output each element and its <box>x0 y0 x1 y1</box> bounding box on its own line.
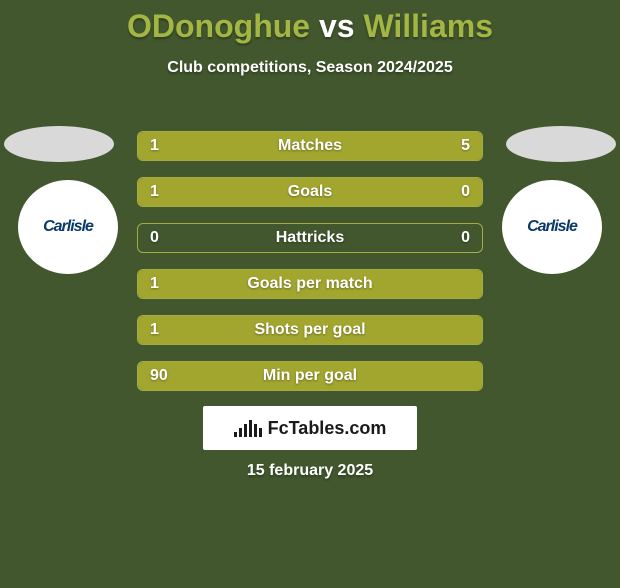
comparison-bars: 15Matches 10Goals 00Hattricks 1Goals per ma… <box>137 131 483 407</box>
stat-row: 15Matches <box>137 131 483 161</box>
brand-bars-icon <box>234 419 262 437</box>
stat-label: Hattricks <box>138 224 482 252</box>
stat-row: 1Goals per match <box>137 269 483 299</box>
stat-row: 90Min per goal <box>137 361 483 391</box>
club-badge-left-text: Carlisle <box>43 218 93 236</box>
stat-label: Goals per match <box>138 270 482 298</box>
stat-label: Min per goal <box>138 362 482 390</box>
footer-date: 15 february 2025 <box>0 462 620 480</box>
stat-row: 10Goals <box>137 177 483 207</box>
flag-left <box>4 126 114 162</box>
vs-text: vs <box>319 8 355 44</box>
stat-label: Matches <box>138 132 482 160</box>
club-badge-right-text: Carlisle <box>527 218 577 236</box>
stat-label: Shots per goal <box>138 316 482 344</box>
brand-text: FcTables.com <box>268 418 387 439</box>
stat-row: 1Shots per goal <box>137 315 483 345</box>
player1-name: ODonoghue <box>127 8 310 44</box>
club-badge-left: Carlisle <box>18 180 118 274</box>
comparison-title: ODonoghue vs Williams <box>0 8 620 45</box>
flag-right <box>506 126 616 162</box>
brand-box: FcTables.com <box>203 406 417 450</box>
subtitle: Club competitions, Season 2024/2025 <box>0 59 620 77</box>
stat-label: Goals <box>138 178 482 206</box>
club-badge-right: Carlisle <box>502 180 602 274</box>
stat-row: 00Hattricks <box>137 223 483 253</box>
player2-name: Williams <box>363 8 493 44</box>
